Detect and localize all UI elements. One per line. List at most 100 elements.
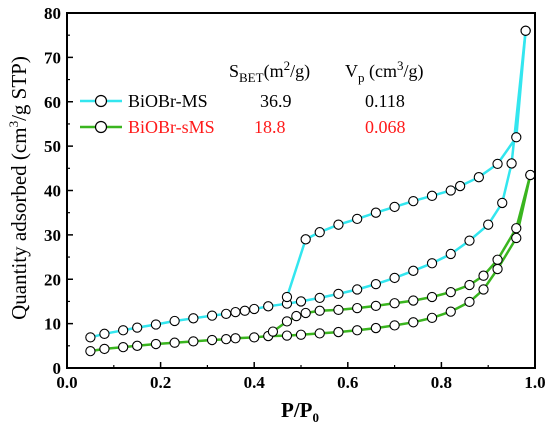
data-point-biobr-sms [445, 286, 456, 298]
data-point-biobr-sms [511, 232, 522, 244]
series-line-biobr-sms-desorption [272, 174, 532, 333]
data-point-biobr-ms [99, 328, 110, 339]
sbet-header-rest: (m [264, 61, 284, 82]
data-point-biobr-ms [239, 305, 250, 316]
data-point-biobr-sms [352, 325, 363, 336]
data-point-biobr-sms [370, 300, 382, 312]
data-point-biobr-sms [389, 320, 400, 331]
vp-header-sub: p [358, 70, 365, 85]
data-point-biobr-sms [478, 284, 489, 295]
vp-header-end: /g) [403, 61, 423, 82]
data-point-biobr-sms [426, 312, 438, 324]
data-point-biobr-sms [511, 223, 522, 234]
vp-value-biobr-ms: 0.118 [365, 91, 405, 111]
data-point-biobr-ms [426, 190, 438, 201]
data-point-biobr-ms [352, 284, 363, 295]
series-biobr-ms [85, 25, 531, 343]
data-point-biobr-ms [169, 315, 180, 327]
legend-label-biobr-sms: BiOBr-sMS [128, 117, 215, 137]
data-point-biobr-ms [483, 219, 494, 230]
data-point-biobr-ms [473, 172, 484, 183]
data-point-biobr-sms [314, 328, 325, 339]
data-point-biobr-ms [408, 265, 419, 276]
data-point-biobr-sms [464, 279, 475, 291]
data-point-biobr-ms [118, 325, 129, 336]
data-point-biobr-ms [389, 201, 400, 213]
x-tick-label: 0.6 [337, 373, 358, 392]
legend-entry-biobr-ms: BiOBr-MS 36.9 0.118 [80, 91, 405, 111]
data-point-biobr-sms [464, 296, 475, 308]
data-point-biobr-ms [314, 227, 325, 238]
sbet-header-main: S [229, 61, 239, 81]
data-point-biobr-ms [445, 248, 456, 260]
y-axis-title-sup: 3 [6, 121, 21, 128]
legend-marker-biobr-ms [94, 94, 108, 108]
y-tick-label: 30 [44, 226, 61, 245]
data-point-biobr-sms [492, 263, 503, 275]
series-biobr-sms [85, 169, 536, 357]
data-point-biobr-sms [291, 310, 302, 322]
data-point-biobr-ms [150, 319, 162, 330]
x-tick-label: 1.0 [524, 373, 545, 392]
data-point-biobr-ms [352, 213, 363, 225]
plot-area [85, 25, 536, 357]
x-tick-label: 0.4 [244, 373, 266, 392]
vp-header-rest: (cm [365, 61, 397, 82]
legend-marker-biobr-sms [94, 120, 108, 134]
data-point-biobr-ms [206, 310, 218, 321]
data-point-biobr-ms [426, 258, 438, 269]
data-point-biobr-ms [370, 207, 382, 218]
data-point-biobr-sms [230, 333, 241, 344]
data-point-biobr-ms [511, 132, 522, 143]
y-tick-label: 70 [44, 48, 61, 67]
data-point-biobr-sms [300, 307, 311, 319]
vp-header: Vp (cm3/g) [345, 58, 423, 85]
data-point-biobr-sms [99, 343, 110, 355]
data-point-biobr-ms [85, 332, 96, 343]
data-point-biobr-sms [85, 345, 96, 357]
data-point-biobr-sms [314, 305, 325, 316]
data-point-biobr-sms [206, 334, 218, 346]
data-point-biobr-ms [132, 322, 143, 333]
legend: BiOBr-MS 36.9 0.118 BiOBr-sMS 18.8 0.068 [80, 91, 406, 137]
data-point-biobr-sms [169, 337, 180, 348]
data-point-biobr-sms [281, 316, 293, 327]
y-tick-label: 40 [44, 182, 61, 201]
sbet-value-biobr-ms: 36.9 [260, 91, 292, 111]
data-point-biobr-ms [295, 296, 307, 307]
data-point-biobr-ms [370, 278, 382, 290]
data-point-biobr-ms [263, 301, 274, 312]
data-point-biobr-ms [492, 158, 503, 170]
data-point-biobr-ms [230, 306, 241, 318]
data-point-biobr-ms [188, 313, 199, 324]
data-point-biobr-sms [132, 340, 143, 351]
data-point-biobr-ms [506, 158, 517, 169]
data-point-biobr-ms [281, 291, 293, 303]
data-point-biobr-ms [497, 197, 508, 209]
data-point-biobr-sms [445, 306, 456, 317]
y-tick-label: 60 [44, 93, 61, 112]
data-point-biobr-sms [333, 326, 344, 338]
data-point-biobr-sms [333, 304, 344, 316]
data-point-biobr-ms [389, 272, 400, 284]
y-axis-title: Quantity adsorbed (cm3/g STP) [6, 56, 31, 320]
data-point-biobr-sms [408, 317, 419, 328]
data-point-biobr-ms [220, 308, 232, 320]
data-point-biobr-sms [150, 338, 162, 350]
data-point-biobr-sms [370, 322, 382, 334]
legend-entry-biobr-sms: BiOBr-sMS 18.8 0.068 [80, 117, 406, 137]
data-point-biobr-sms [267, 326, 279, 337]
data-point-biobr-ms [314, 292, 325, 304]
data-point-biobr-ms [333, 219, 344, 230]
y-tick-label: 80 [44, 4, 61, 23]
x-axis-title-sub: 0 [313, 410, 320, 425]
y-tick-label: 10 [44, 315, 61, 334]
x-axis-title: P/P0 [281, 398, 319, 425]
y-tick-label: 0 [53, 359, 62, 378]
data-point-biobr-ms [445, 185, 456, 196]
data-point-biobr-sms [492, 254, 503, 265]
x-tick-label: 0.8 [431, 373, 452, 392]
data-point-biobr-sms [389, 298, 400, 309]
y-axis-title-main: Quantity adsorbed (cm [7, 127, 31, 319]
data-point-biobr-sms [426, 291, 438, 303]
